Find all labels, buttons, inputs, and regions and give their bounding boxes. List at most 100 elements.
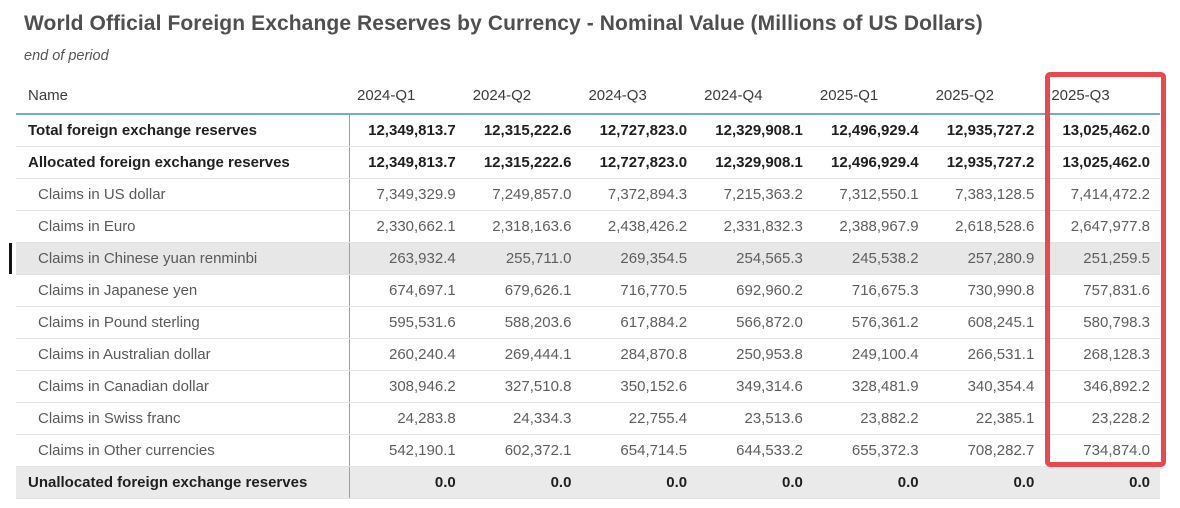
- cell-value: 674,697.1: [388, 282, 456, 299]
- cell-value: 2,647,977.8: [1070, 218, 1151, 235]
- cell-value: 7,383,128.5: [955, 186, 1035, 203]
- table-row[interactable]: Claims in Pound sterling 595,531.6 588,203…: [16, 307, 1160, 339]
- column-header-name[interactable]: Name: [28, 87, 69, 104]
- row-label: Unallocated foreign exchange reserves: [16, 467, 350, 498]
- cell-value: 7,215,363.2: [723, 186, 803, 203]
- cell-value: 23,513.6: [744, 410, 803, 427]
- cell-value: 692,960.2: [736, 282, 803, 299]
- cell-value: 644,533.2: [736, 442, 803, 459]
- table-row[interactable]: Claims in Japanese yen 674,697.1 679,626.1…: [16, 275, 1160, 307]
- page-subtitle: end of period: [24, 48, 109, 64]
- table-row[interactable]: Claims in Other currencies 542,190.1 602,3…: [16, 435, 1160, 467]
- cell-value: 0.0: [550, 474, 572, 491]
- cell-value: 2,618,528.6: [955, 218, 1035, 235]
- row-label: Claims in Other currencies: [16, 435, 350, 466]
- cell-value: 617,884.2: [620, 314, 688, 331]
- row-label: Allocated foreign exchange reserves: [16, 147, 350, 178]
- row-label: Claims in Canadian dollar: [16, 371, 350, 402]
- table-row[interactable]: Unallocated foreign exchange reserves 0.0…: [16, 467, 1160, 499]
- cell-value: 13,025,462.0: [1062, 154, 1151, 171]
- cell-value: 7,414,472.2: [1070, 186, 1151, 203]
- row-label: Claims in Euro: [16, 211, 350, 242]
- cell-value: 708,282.7: [967, 442, 1035, 459]
- table-row[interactable]: Total foreign exchange reserves 12,349,81…: [16, 115, 1160, 147]
- cell-value: 266,531.1: [967, 346, 1035, 363]
- row-label: Claims in Swiss franc: [16, 403, 350, 434]
- cell-value: 2,388,967.9: [839, 218, 919, 235]
- cell-value: 716,675.3: [851, 282, 919, 299]
- cell-value: 22,755.4: [628, 410, 688, 427]
- row-selection-indicator: [9, 243, 12, 274]
- cell-value: 23,228.2: [1091, 410, 1151, 427]
- cell-value: 566,872.0: [736, 314, 803, 331]
- reserves-table: Name 2024-Q1 2024-Q2 2024-Q3 2024-Q4 2025-Q1…: [9, 78, 1160, 499]
- cell-value: 588,203.6: [504, 314, 572, 331]
- table-row[interactable]: Claims in Euro 2,330,662.1 2,318,163.6 2,43…: [16, 211, 1160, 243]
- cell-value: 12,727,823.0: [599, 154, 688, 171]
- cell-value: 0.0: [782, 474, 803, 491]
- cell-value: 255,711.0: [505, 250, 572, 267]
- cell-value: 655,372.3: [851, 442, 919, 459]
- cell-value: 346,892.2: [1083, 378, 1151, 395]
- cell-value: 269,354.5: [620, 250, 688, 267]
- cell-value: 602,372.1: [504, 442, 572, 459]
- cell-value: 12,315,222.6: [483, 122, 572, 139]
- table-row[interactable]: Allocated foreign exchange reserves 12,34…: [16, 147, 1160, 179]
- table-row[interactable]: Claims in US dollar 7,349,329.9 7,249,857.…: [16, 179, 1160, 211]
- column-header-2025-q2[interactable]: 2025-Q2: [935, 87, 994, 104]
- cell-value: 654,714.5: [620, 442, 688, 459]
- cell-value: 22,385.1: [975, 410, 1035, 427]
- cell-value: 12,496,929.4: [831, 122, 919, 139]
- cell-value: 7,249,857.0: [492, 186, 572, 203]
- cell-value: 2,330,662.1: [376, 218, 456, 235]
- cell-value: 679,626.1: [504, 282, 572, 299]
- cell-value: 12,349,813.7: [368, 154, 456, 171]
- cell-value: 12,496,929.4: [831, 154, 919, 171]
- table-row[interactable]: Claims in Swiss franc 24,283.8 24,334.3 22,…: [16, 403, 1160, 435]
- cell-value: 24,334.3: [513, 410, 572, 427]
- cell-value: 23,882.2: [860, 410, 919, 427]
- column-header-2025-q3[interactable]: 2025-Q3: [1051, 87, 1110, 104]
- cell-value: 245,538.2: [851, 250, 919, 267]
- cell-value: 12,349,813.7: [368, 122, 456, 139]
- cell-value: 254,565.3: [736, 250, 803, 267]
- cell-value: 12,329,908.1: [715, 154, 803, 171]
- cell-value: 0.0: [897, 474, 919, 491]
- table-body: Total foreign exchange reserves 12,349,81…: [9, 115, 1160, 499]
- cell-value: 349,314.6: [736, 378, 803, 395]
- cell-value: 7,312,550.1: [839, 186, 919, 203]
- cell-value: 284,870.8: [620, 346, 688, 363]
- cell-value: 595,531.6: [388, 314, 456, 331]
- column-header-2024-q1[interactable]: 2024-Q1: [357, 87, 416, 104]
- row-label: Claims in Pound sterling: [16, 307, 350, 338]
- column-header-2025-q1[interactable]: 2025-Q1: [819, 87, 879, 104]
- table-row[interactable]: Claims in Chinese yuan renminbi 263,932.4…: [9, 243, 1160, 275]
- cell-value: 580,798.3: [1083, 314, 1151, 331]
- cell-value: 24,283.8: [397, 410, 456, 427]
- cell-value: 12,727,823.0: [599, 122, 688, 139]
- cell-value: 263,932.4: [388, 250, 456, 267]
- cell-value: 608,245.1: [967, 314, 1035, 331]
- cell-value: 350,152.6: [620, 378, 688, 395]
- cell-value: 734,874.0: [1083, 442, 1151, 459]
- column-header-2024-q4[interactable]: 2024-Q4: [704, 87, 763, 104]
- cell-value: 12,935,727.2: [946, 122, 1035, 139]
- cell-value: 0.0: [666, 474, 688, 491]
- cell-value: 340,354.4: [967, 378, 1035, 395]
- cell-value: 269,444.1: [504, 346, 572, 363]
- table-row[interactable]: Claims in Canadian dollar 308,946.2 327,51…: [16, 371, 1160, 403]
- row-label: Claims in Japanese yen: [16, 275, 350, 306]
- column-header-2024-q3[interactable]: 2024-Q3: [588, 87, 647, 104]
- cell-value: 2,438,426.2: [607, 218, 688, 235]
- cell-value: 257,280.9: [967, 250, 1035, 267]
- table-row[interactable]: Claims in Australian dollar 260,240.4 269,…: [16, 339, 1160, 371]
- cell-value: 0.0: [434, 474, 456, 491]
- cell-value: 716,770.5: [620, 282, 688, 299]
- cell-value: 730,990.8: [967, 282, 1035, 299]
- cell-value: 542,190.1: [388, 442, 456, 459]
- cell-value: 250,953.8: [736, 346, 803, 363]
- cell-value: 2,318,163.6: [492, 218, 572, 235]
- column-header-2024-q2[interactable]: 2024-Q2: [472, 87, 532, 104]
- cell-value: 13,025,462.0: [1062, 122, 1151, 139]
